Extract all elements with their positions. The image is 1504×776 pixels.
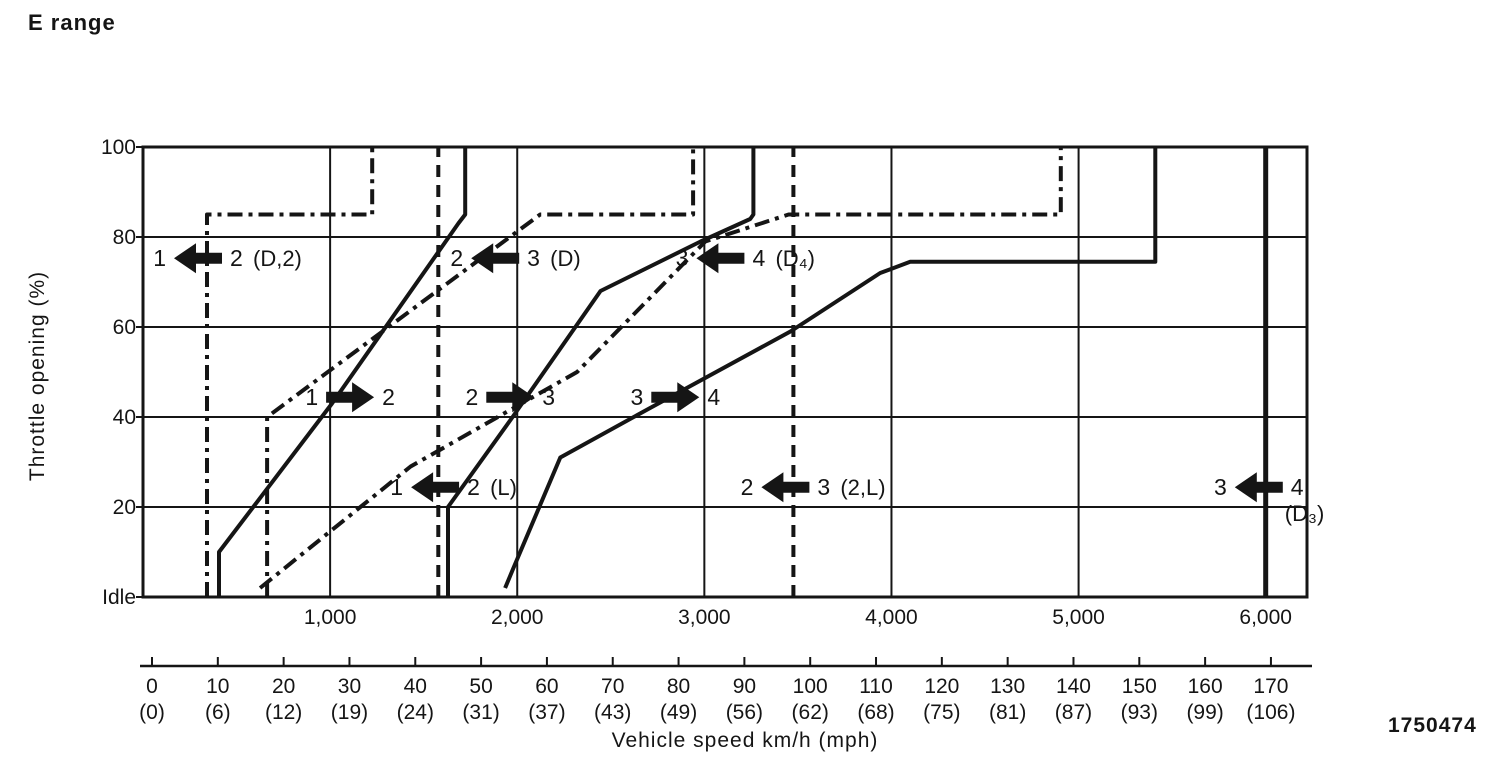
speed-kmh-label: 120: [924, 675, 959, 698]
shift-label-range: (D): [550, 246, 581, 271]
shift-arrow-1-2-up: [326, 382, 375, 413]
speed-mph-label: (0): [139, 701, 165, 724]
speed-kmh-label: 0: [146, 675, 158, 698]
speed-mph-label: (49): [660, 701, 697, 724]
shift-label-from: 3: [1214, 474, 1227, 500]
speed-kmh-label: 150: [1122, 675, 1157, 698]
y-tick-label: 80: [113, 226, 136, 249]
speed-kmh-label: 90: [733, 675, 756, 698]
shift-arrow-1-2-down: [174, 243, 222, 274]
rpm-tick-label: 1,000: [304, 606, 357, 629]
speed-kmh-label: 80: [667, 675, 690, 698]
shift-line-downshift-4-3-D4: [258, 147, 1063, 590]
speed-kmh-label: 110: [859, 675, 892, 698]
shift-label-range: (L): [490, 475, 517, 500]
shift-label-to: 2: [382, 384, 395, 410]
speed-kmh-label: 40: [404, 675, 427, 698]
shift-arrow-1-2-down: [411, 472, 460, 503]
speed-mph-label: (31): [462, 701, 499, 724]
rpm-tick-label: 2,000: [491, 606, 544, 629]
shift-label-from: 1: [153, 245, 166, 271]
speed-kmh-label: 20: [272, 675, 295, 698]
speed-mph-label: (87): [1055, 701, 1092, 724]
speed-mph-label: (93): [1121, 701, 1158, 724]
speed-kmh-label: 70: [601, 675, 624, 698]
speed-mph-label: (12): [265, 701, 302, 724]
speed-mph-label: (81): [989, 701, 1026, 724]
shift-arrow-2-3-down: [761, 472, 810, 503]
shift-label-to: 4: [707, 384, 720, 410]
speed-kmh-label: 30: [338, 675, 361, 698]
speed-mph-label: (19): [331, 701, 368, 724]
speed-mph-label: (75): [923, 701, 960, 724]
shift-label-from: 2: [450, 245, 463, 271]
shift-line-downshift-2-1-D2: [205, 147, 375, 597]
speed-mph-label: (99): [1186, 701, 1223, 724]
rpm-tick-label: 5,000: [1052, 606, 1105, 629]
speed-kmh-label: 50: [469, 675, 492, 698]
shift-label-to: 3: [542, 384, 555, 410]
shift-label-from: 1: [305, 384, 318, 410]
speed-mph-label: (6): [205, 701, 231, 724]
shift-label-to: 4: [752, 245, 765, 271]
speed-mph-label: (24): [397, 701, 434, 724]
shift-label-from: 3: [676, 245, 689, 271]
shift-label-to: 3: [817, 474, 830, 500]
speed-kmh-label: 60: [535, 675, 558, 698]
speed-mph-label: (56): [726, 701, 763, 724]
shift-label-to: 2: [230, 245, 243, 271]
shift-arrow-2-3-down: [471, 243, 520, 274]
x-axis-title: Vehicle speed km/h (mph): [611, 729, 879, 752]
speed-mph-label: (68): [857, 701, 894, 724]
speed-mph-label: (106): [1246, 701, 1295, 724]
shift-label-from: 3: [631, 384, 644, 410]
rpm-tick-label: 6,000: [1239, 606, 1292, 629]
speed-mph-label: (37): [528, 701, 565, 724]
y-tick-label: 60: [113, 316, 136, 339]
shift-arrow-3-4-down: [696, 243, 745, 274]
y-tick-label: 100: [101, 136, 136, 159]
speed-kmh-label: 160: [1188, 675, 1223, 698]
page-title: E range: [28, 10, 116, 35]
speed-kmh-label: 100: [793, 675, 828, 698]
shift-arrow-3-4-down: [1234, 472, 1283, 503]
shift-label-from: 1: [390, 474, 403, 500]
shift-label-to: 2: [467, 474, 480, 500]
y-tick-label: 20: [113, 496, 136, 519]
shift-label-from: 2: [741, 474, 754, 500]
rpm-tick-label: 4,000: [865, 606, 918, 629]
shift-line-upshift-3-4: [503, 147, 1158, 589]
shift-line-downshift-3-2-D: [265, 147, 696, 597]
speed-mph-label: (43): [594, 701, 631, 724]
plot-border: [141, 145, 1309, 599]
speed-kmh-label: 170: [1253, 675, 1288, 698]
y-tick-label: 40: [113, 406, 136, 429]
shift-label-to: 3: [527, 245, 540, 271]
shift-label-range: (D₄): [775, 246, 815, 271]
figure-number: 1750474: [1388, 714, 1477, 737]
shift-arrow-2-3-up: [486, 382, 535, 413]
shift-label-range: (D₃): [1285, 501, 1325, 526]
shift-line-upshift-1-2: [217, 147, 468, 597]
y-tick-label: Idle: [102, 586, 136, 609]
shift-label-range: (2,L): [840, 475, 885, 500]
shift-label-range: (D,2): [253, 246, 302, 271]
y-axis-title: Throttle opening (%): [26, 270, 49, 482]
shift-arrow-3-4-up: [651, 382, 700, 413]
speed-kmh-label: 130: [990, 675, 1025, 698]
speed-kmh-label: 140: [1056, 675, 1091, 698]
speed-mph-label: (62): [792, 701, 829, 724]
rpm-tick-label: 3,000: [678, 606, 731, 629]
shift-label-to: 4: [1291, 474, 1304, 500]
shift-label-from: 2: [466, 384, 479, 410]
speed-kmh-label: 10: [206, 675, 229, 698]
